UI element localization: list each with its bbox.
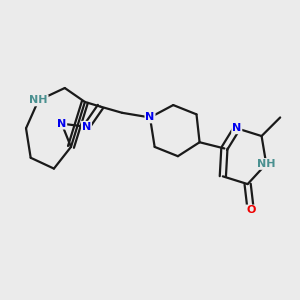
Text: N: N: [146, 112, 154, 122]
Text: NH: NH: [29, 95, 48, 105]
Text: NH: NH: [257, 159, 275, 169]
Text: N: N: [57, 119, 66, 129]
Text: N: N: [82, 122, 91, 132]
Text: O: O: [246, 206, 255, 215]
Text: N: N: [232, 123, 242, 133]
